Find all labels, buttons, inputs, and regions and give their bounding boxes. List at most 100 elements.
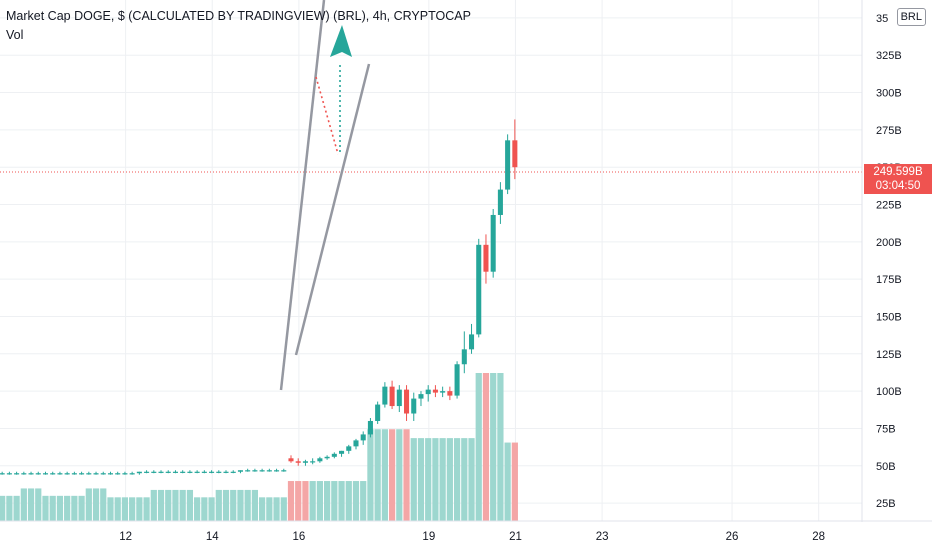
volume-bar (511, 442, 518, 521)
candle-body (187, 471, 193, 473)
upper-trendline[interactable] (279, 0, 326, 391)
volume-bar (453, 438, 461, 521)
candle-body (165, 471, 171, 473)
volume-bar (439, 438, 446, 521)
candle-body (151, 471, 157, 473)
candle-body (375, 404, 381, 421)
candle-body (28, 473, 34, 475)
candle-body (512, 140, 518, 168)
candle (172, 470, 178, 474)
last-price-badge: 249.599B (864, 164, 932, 179)
volume-bar (6, 495, 13, 521)
volume-bar (230, 489, 237, 521)
candle (476, 238, 482, 338)
candle-body (497, 189, 503, 215)
candle-body (252, 470, 258, 472)
candle-body (389, 386, 395, 407)
candle (274, 468, 280, 472)
candle (252, 468, 258, 472)
candle-body (223, 471, 229, 473)
candle-body (432, 389, 438, 393)
y-tick-label: 300B (876, 88, 902, 100)
y-tick-label: 200B (876, 237, 902, 249)
candle (201, 470, 207, 474)
candle-body (201, 471, 207, 473)
candle-body (367, 420, 373, 435)
candle-body (483, 244, 489, 272)
candle-body (353, 440, 359, 447)
candle-body (245, 470, 251, 472)
candle (50, 471, 56, 475)
candle (418, 391, 424, 407)
volume-bar (273, 497, 280, 521)
volume-bar (107, 497, 114, 521)
volume-bar (157, 489, 165, 521)
candle-body (476, 244, 482, 335)
candle (245, 468, 251, 472)
candle (93, 471, 99, 475)
y-tick-label: 275B (876, 125, 902, 137)
volume-bar (222, 489, 230, 521)
currency-button[interactable]: BRL (896, 8, 926, 26)
candle (483, 234, 489, 284)
volume-bar (490, 373, 497, 521)
candle (57, 471, 63, 475)
volume-bar (129, 497, 136, 521)
volume-bar (150, 489, 157, 521)
candle (281, 468, 287, 472)
x-tick-label: 26 (726, 531, 739, 543)
y-tick-label: 325B (876, 50, 902, 62)
volume-bar (461, 438, 468, 521)
candle (497, 182, 503, 224)
candle (295, 458, 301, 466)
candle-body (339, 450, 345, 454)
candle-body (237, 470, 243, 472)
volume-bar (237, 489, 244, 521)
volume-bar (468, 438, 475, 521)
volume-bar (172, 489, 179, 521)
volume-bar (497, 373, 504, 521)
candle (35, 471, 41, 475)
candle-body (346, 446, 352, 451)
candle (317, 456, 323, 463)
candle-body (411, 398, 417, 414)
volume-bar (309, 481, 316, 521)
candle-body (194, 471, 200, 473)
candle (425, 385, 431, 402)
candle-body (136, 471, 142, 474)
volume-bar (367, 429, 374, 521)
candle (389, 380, 395, 410)
candle-body (107, 473, 114, 475)
candle (28, 471, 34, 475)
volume-bar (388, 429, 396, 521)
candle-body (468, 334, 475, 350)
x-tick-label: 12 (119, 531, 132, 543)
volume-bar (27, 488, 35, 521)
candle (223, 470, 229, 474)
candle (194, 470, 200, 474)
candle (86, 471, 92, 475)
volume-bar (71, 495, 78, 521)
candle (512, 119, 518, 180)
volume-bar (215, 489, 222, 521)
pullback-dotted-line[interactable] (315, 76, 339, 155)
volume-bar (143, 497, 150, 521)
candle-body (50, 473, 56, 475)
candle-body (288, 458, 294, 462)
y-tick-label: 100B (876, 386, 902, 398)
candle (440, 386, 446, 398)
drawings-layer (279, 0, 371, 391)
price-axis[interactable]: 25B50B75B100B125B150B175B200B225B250B275… (876, 13, 902, 510)
volume-bar (208, 497, 215, 521)
volume-bar (56, 495, 64, 521)
candle-body (57, 473, 63, 475)
candle (266, 468, 272, 472)
x-tick-label: 28 (812, 531, 825, 543)
candle (324, 455, 330, 460)
lower-trendline[interactable] (294, 63, 371, 356)
up-arrow-icon[interactable] (330, 25, 352, 57)
time-axis[interactable]: 12 14 16 19 21 23 26 28 (119, 531, 825, 543)
candle-body (425, 389, 431, 395)
candle-body (129, 473, 135, 475)
